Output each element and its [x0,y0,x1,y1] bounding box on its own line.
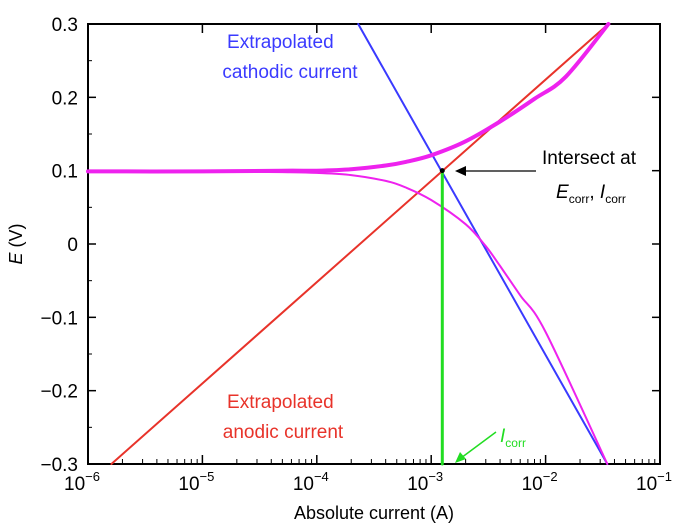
intersect-label-values: Ecorr, Icorr [556,182,626,206]
e-corr-letter: E [556,182,569,203]
axis-ticks [87,23,661,465]
x-tick-label: 10−4 [293,469,329,495]
anodic-label: Extrapolated anodic current [223,392,344,443]
series-anodic [110,23,610,465]
icorr-label: Icorr [500,426,526,450]
y-tick-label: 0.1 [52,162,78,183]
tick-labels: 0.3 0.2 0.1 0 −0.1 −0.2 −0.310−6 10−5 10−4 10−3 10… [40,15,672,495]
series-lower-branch [87,170,609,465]
data-series [86,22,611,466]
y-tick-label: 0 [67,235,78,256]
cathodic-label-line2: cathodic current [222,62,358,83]
x-tick-label: 10−6 [64,469,100,495]
y-tick-label: 0.2 [52,88,78,109]
x-tick-label: 10−1 [636,469,672,495]
series-upper-branch [86,22,611,174]
icorr-letter: I [500,426,506,447]
i-corr-subscript: corr [605,192,626,206]
y-tick-label: −0.2 [40,382,78,403]
plot-area [87,23,661,465]
x-tick-label: 10−2 [522,469,558,495]
x-axis-title: Absolute current (A) [294,503,454,523]
e-corr-subscript: corr [569,192,590,206]
icorr-arrowhead [455,452,466,463]
icorr-arrow-shaft [460,431,497,459]
y-tick-label: −0.1 [40,308,78,329]
intersection-point [439,168,445,174]
icorr-subscript: corr [505,436,526,450]
x-tick-label: 10−3 [407,469,443,495]
y-tick-label: 0.3 [52,15,78,36]
intersect-separator: , [589,182,600,203]
i-corr-letter: I [600,182,606,203]
anodic-label-line2: anodic current [223,422,344,443]
intersect-arrowhead [455,166,466,176]
anodic-label-line1: Extrapolated [227,392,334,413]
cathodic-label: Extrapolated cathodic current [222,32,358,83]
x-tick-label: 10−5 [178,469,214,495]
y-tick-label: −0.3 [40,455,78,476]
y-axis-title-letter: E [6,252,26,265]
intersect-label: Intersect at [542,148,637,169]
y-axis-title: E (V) [6,223,26,264]
cathodic-label-line1: Extrapolated [227,32,334,53]
y-axis-title-unit: (V) [6,223,26,252]
